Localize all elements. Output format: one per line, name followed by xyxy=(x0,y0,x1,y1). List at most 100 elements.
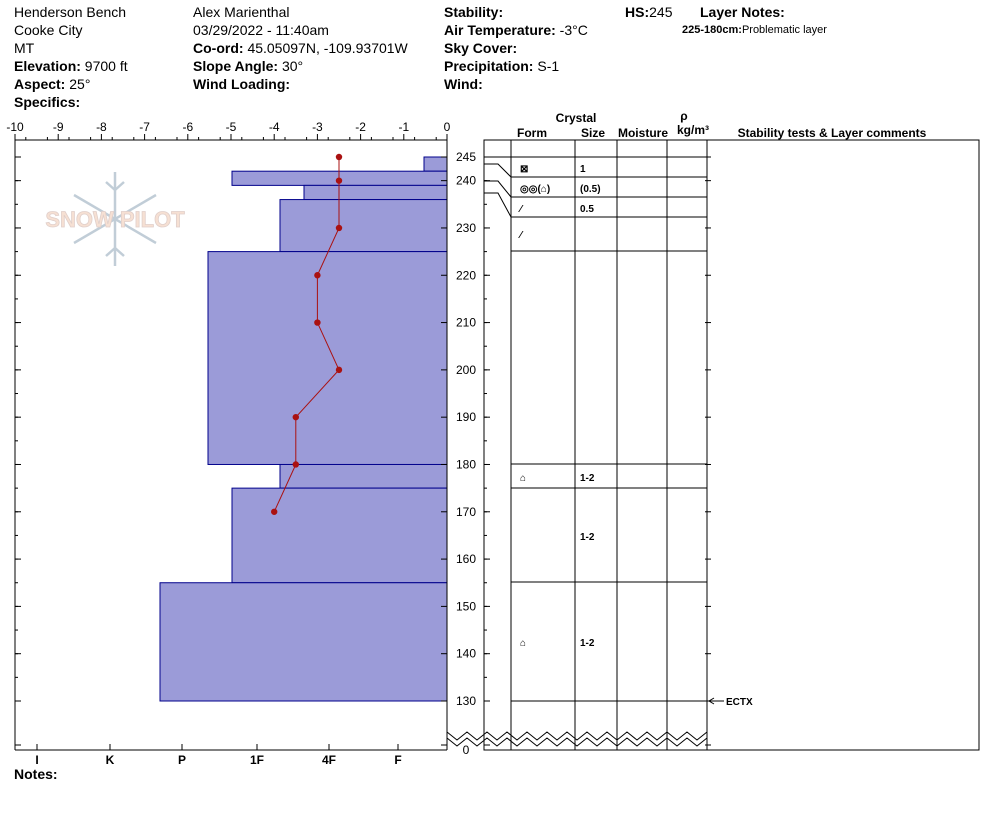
datetime-value: 03/29/2022 - 11:40am xyxy=(193,22,329,38)
snowflake-icon xyxy=(73,172,157,266)
crystal-size: 1-2 xyxy=(580,473,595,484)
location: Henderson Bench xyxy=(14,3,126,21)
temp-tick-label: -3 xyxy=(312,120,323,134)
temp-tick-label: -5 xyxy=(226,120,237,134)
crystal-form: ⁄ xyxy=(518,230,524,241)
temperature-point xyxy=(292,461,299,468)
precipitation: Precipitation: S-1 xyxy=(444,57,559,75)
hs-label: HS: xyxy=(625,4,650,20)
observer-name: Alex Marienthal xyxy=(193,4,290,20)
height-tick-label: 240 xyxy=(456,174,476,188)
temp-tick-label: -1 xyxy=(398,120,409,134)
hardness-layer xyxy=(423,156,448,172)
air-temp-label: Air Temperature: xyxy=(444,22,556,38)
elevation: Elevation: 9700 ft xyxy=(14,57,128,75)
elevation-label: Elevation: xyxy=(14,58,81,74)
temp-tick-label: -10 xyxy=(6,120,24,134)
height-tick-label: 170 xyxy=(456,505,476,519)
area: Cooke City xyxy=(14,21,82,39)
layer-connector xyxy=(484,180,512,198)
area-name: Cooke City xyxy=(14,22,83,38)
sky-label: Sky Cover: xyxy=(444,40,518,56)
layer-note-text: Problematic layer xyxy=(741,24,827,36)
hardness-layer xyxy=(279,463,448,489)
density-unit-header: kg/m³ xyxy=(677,123,709,137)
hardness-label: F xyxy=(394,753,401,767)
temperature-profile xyxy=(271,153,343,515)
temperature-point xyxy=(335,366,343,374)
temp-tick-label: -2 xyxy=(355,120,366,134)
hardness-label: P xyxy=(178,753,186,767)
height-tick-label: 220 xyxy=(456,268,476,282)
height-tick-label: 210 xyxy=(456,316,476,330)
datetime: 03/29/2022 - 11:40am xyxy=(193,21,329,39)
slope-angle: Slope Angle: 30° xyxy=(193,57,303,75)
hardness-layer xyxy=(303,184,448,201)
size-header: Size xyxy=(581,126,605,140)
crystal-form: ⁄ xyxy=(518,204,524,215)
height-tick-label: 130 xyxy=(456,694,476,708)
height-tick-label: 230 xyxy=(456,221,476,235)
aspect-value: 25° xyxy=(69,76,91,92)
hardness-layer xyxy=(231,487,448,584)
height-tick-label: 200 xyxy=(456,363,476,377)
temp-tick-label: -9 xyxy=(53,120,64,134)
height-tick-label: 160 xyxy=(456,552,476,566)
temperature-point xyxy=(292,413,299,421)
temp-tick-label: -6 xyxy=(182,120,193,134)
sky-cover: Sky Cover: xyxy=(444,39,517,57)
crystal-size: 1 xyxy=(580,164,586,175)
axis-break xyxy=(446,731,708,741)
crystal-size: 0.5 xyxy=(580,204,594,215)
coord-label: Co-ord: xyxy=(193,40,244,56)
crystal-size: (0.5) xyxy=(580,184,601,195)
wind-loading: Wind Loading: xyxy=(193,75,290,93)
stability-comments-header: Stability tests & Layer comments xyxy=(738,126,927,140)
aspect: Aspect: 25° xyxy=(14,75,90,93)
specifics: Specifics: xyxy=(14,93,80,111)
crystal-form: ⌂ xyxy=(520,473,526,484)
temp-tick-label: -4 xyxy=(269,120,280,134)
temperature-point xyxy=(335,177,343,184)
hardness-label: K xyxy=(106,753,115,767)
specifics-label: Specifics: xyxy=(14,94,81,110)
air-temperature: Air Temperature: -3°C xyxy=(444,21,588,39)
temp-tick-label: -7 xyxy=(139,120,150,134)
temperature-point xyxy=(271,508,278,515)
slope-label: Slope Angle: xyxy=(193,58,279,74)
height-tick-label: 180 xyxy=(456,457,476,471)
stability-test-arrowhead xyxy=(708,697,715,705)
temperature-point xyxy=(314,319,321,326)
table-frame xyxy=(483,139,980,751)
crystal-form: ⌂ xyxy=(520,638,526,649)
crystal-header: Crystal xyxy=(556,111,597,125)
snowpilot-logo: SNOW PILOT xyxy=(45,172,186,266)
height-tick-label: 190 xyxy=(456,410,476,424)
precip-label: Precipitation: xyxy=(444,58,534,74)
hardness-label: I xyxy=(35,753,38,767)
precip-value: S-1 xyxy=(537,58,560,74)
hardness-layers xyxy=(159,156,448,702)
layer-note-range: 225-180cm: xyxy=(682,24,742,36)
logo-text: SNOW PILOT xyxy=(45,207,185,232)
height-tick-label: 140 xyxy=(456,647,476,661)
crystal-table: ⊠ 1 ◎◎(⌂) (0.5) ⁄ 0.5 ⁄ ⌂ 1-2 1-2 ⌂ 1-2 ECTX xyxy=(484,156,753,708)
crystal-form: ◎◎(⌂) xyxy=(520,184,550,195)
air-temp-value: -3°C xyxy=(559,22,588,38)
wind-label: Wind: xyxy=(444,76,483,92)
crystal-size: 1-2 xyxy=(580,638,595,649)
temperature-point xyxy=(335,224,343,232)
wind: Wind: xyxy=(444,75,483,93)
form-header: Form xyxy=(517,126,547,140)
layer-notes: Layer Notes: xyxy=(700,3,785,21)
stability-test-label: ECTX xyxy=(726,697,753,708)
elevation-value: 9700 ft xyxy=(84,58,128,74)
state: MT xyxy=(14,39,34,57)
notes-label: Notes: xyxy=(14,765,58,783)
coordinates: Co-ord: 45.05097N, -109.93701W xyxy=(193,39,408,57)
hardness-layer xyxy=(159,582,448,702)
layer-notes-label: Layer Notes: xyxy=(700,4,785,20)
location-name: Henderson Bench xyxy=(14,4,127,20)
layer-note: 225-180cm:Problematic layer xyxy=(682,24,827,36)
